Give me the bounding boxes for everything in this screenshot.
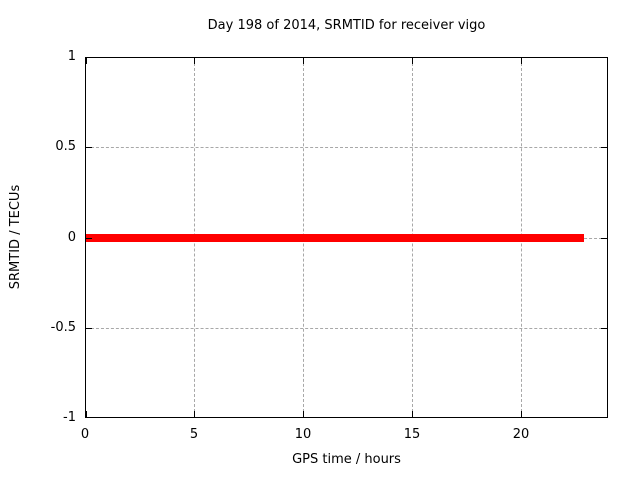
x-tick-label: 0 bbox=[80, 427, 90, 442]
tick-mark-bottom bbox=[194, 411, 195, 417]
tick-mark-left bbox=[86, 238, 92, 239]
tick-mark-bottom bbox=[521, 411, 522, 417]
x-tick-label: 20 bbox=[512, 427, 530, 442]
x-tick-label: 10 bbox=[294, 427, 312, 442]
x-axis-label: GPS time / hours bbox=[292, 452, 401, 467]
tick-mark-bottom bbox=[412, 411, 413, 417]
grid-line-ym0p5 bbox=[86, 328, 607, 329]
x-tick-label: 15 bbox=[403, 427, 421, 442]
y-tick-label: 0 bbox=[67, 230, 76, 245]
tick-mark-top bbox=[194, 58, 195, 64]
tick-mark-right bbox=[601, 147, 607, 148]
tick-mark-top bbox=[412, 58, 413, 64]
y-tick-label: -1 bbox=[63, 410, 76, 425]
y-tick-label: 0.5 bbox=[55, 139, 76, 154]
tick-mark-bottom bbox=[303, 411, 304, 417]
tick-mark-right bbox=[601, 238, 607, 239]
tick-mark-top bbox=[303, 58, 304, 64]
tick-mark-left bbox=[86, 147, 92, 148]
y-tick-label: 1 bbox=[67, 49, 76, 64]
tick-mark-bottom bbox=[86, 411, 87, 417]
plot-area bbox=[85, 57, 608, 418]
tick-mark-top bbox=[521, 58, 522, 64]
x-tick-label: 5 bbox=[189, 427, 199, 442]
tick-mark-left bbox=[86, 328, 92, 329]
grid-line-y0p5 bbox=[86, 147, 607, 148]
tick-mark-top bbox=[86, 58, 87, 64]
chart-title: Day 198 of 2014, SRMTID for receiver vig… bbox=[207, 18, 486, 33]
tick-mark-right bbox=[601, 328, 607, 329]
y-tick-label: -0.5 bbox=[50, 320, 76, 335]
series-srmtid-line bbox=[86, 234, 584, 242]
y-axis-label: SRMTID / TECUs bbox=[8, 184, 23, 290]
